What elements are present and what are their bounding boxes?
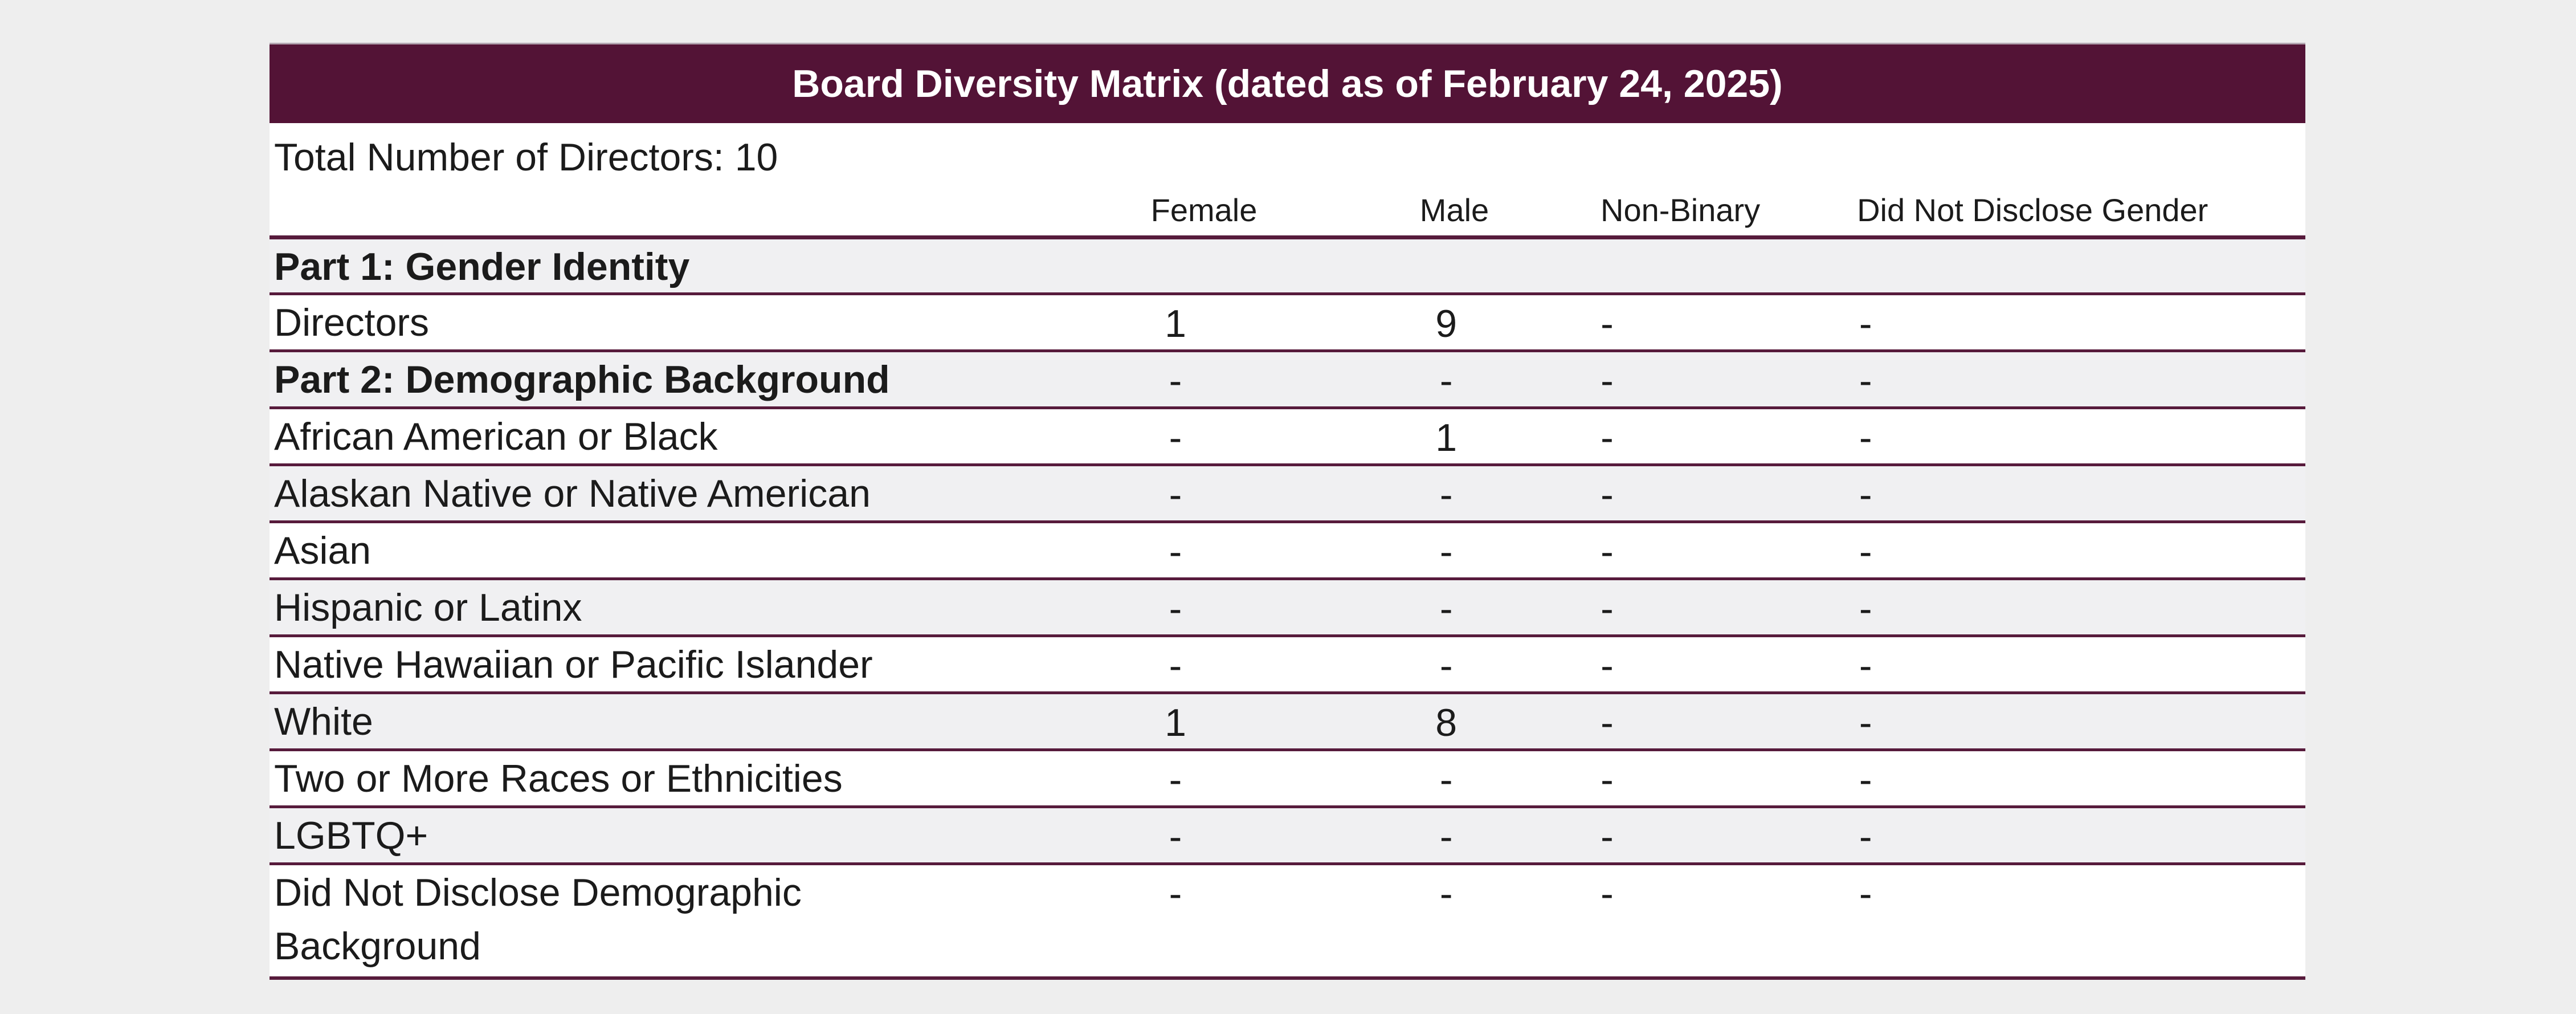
table-row: Two or More Races or Ethnicities - - - -: [270, 748, 2305, 805]
column-header: Female: [1150, 192, 1258, 228]
row-value: -: [1859, 359, 1872, 402]
row-value: -: [1601, 758, 1614, 801]
table-row: Part 1: Gender Identity: [270, 235, 2305, 292]
row-value: 1: [1435, 416, 1458, 459]
row-value: 1: [1165, 302, 1186, 345]
row-value: -: [1169, 587, 1182, 630]
row-value: -: [1601, 872, 1614, 915]
row-value: -: [1439, 815, 1453, 858]
row-value: -: [1169, 815, 1182, 858]
row-value: -: [1439, 473, 1453, 516]
row-value: -: [1169, 872, 1182, 915]
row-label: White: [274, 700, 373, 743]
row-label: Alaskan Native or Native American: [274, 472, 871, 515]
row-value: -: [1859, 815, 1872, 858]
row-value: -: [1859, 302, 1872, 345]
row-value: -: [1859, 587, 1872, 630]
row-value: -: [1859, 758, 1872, 801]
table-row: Asian - - - -: [270, 520, 2305, 577]
board-diversity-matrix: Board Diversity Matrix (dated as of Febr…: [270, 43, 2305, 980]
row-value: -: [1169, 416, 1182, 459]
row-label: Hispanic or Latinx: [274, 586, 582, 629]
row-value: -: [1601, 302, 1614, 345]
row-label: African American or Black: [274, 415, 718, 458]
row-value: -: [1859, 530, 1872, 573]
table-row: Hispanic or Latinx - - - -: [270, 577, 2305, 634]
row-value: -: [1859, 644, 1872, 687]
table-row: Native Hawaiian or Pacific Islander - - - -: [270, 634, 2305, 691]
row-label: Two or More Races or Ethnicities: [274, 757, 843, 800]
row-value: -: [1859, 473, 1872, 516]
row-value: -: [1601, 359, 1614, 402]
table-title-bar: Board Diversity Matrix (dated as of Febr…: [270, 43, 2305, 123]
row-value: 1: [1165, 701, 1186, 744]
row-label: Did Not Disclose Demographic Background: [274, 871, 802, 968]
row-label: LGBTQ+: [274, 814, 428, 857]
row-label: Part 1: Gender Identity: [274, 245, 690, 288]
row-value: -: [1601, 587, 1614, 630]
row-label: Asian: [274, 529, 372, 572]
table-title: Board Diversity Matrix (dated as of Febr…: [792, 62, 1783, 105]
row-value: -: [1439, 758, 1453, 801]
column-header: Did Not Disclose Gender: [1857, 192, 2208, 228]
column-header: Male: [1419, 192, 1489, 228]
row-value: -: [1169, 473, 1182, 516]
table-row: Part 2: Demographic Background - - - -: [270, 349, 2305, 406]
row-value: -: [1169, 359, 1182, 402]
row-value: 9: [1435, 302, 1458, 345]
row-value: -: [1859, 872, 1872, 915]
column-header: Non-Binary: [1601, 192, 1761, 228]
row-label: Directors: [274, 301, 430, 344]
table-row: White 1 8 - -: [270, 691, 2305, 748]
row-value: -: [1169, 644, 1182, 687]
row-value: -: [1601, 701, 1614, 744]
row-value: -: [1601, 473, 1614, 516]
table-content: Total Number of Directors: 10 Female Male…: [270, 123, 2305, 980]
table-row: Alaskan Native or Native American - - - -: [270, 463, 2305, 520]
row-value: -: [1169, 530, 1182, 573]
row-value: -: [1859, 701, 1872, 744]
table-row: Did Not Disclose Demographic Background -…: [270, 862, 2305, 976]
row-value: -: [1439, 359, 1453, 402]
row-value: -: [1859, 416, 1872, 459]
total-directors-label: Total Number of Directors: 10: [274, 136, 778, 179]
column-headers: Female Male Non-Binary Did Not Disclose Gen…: [270, 192, 2305, 235]
table-row: LGBTQ+ - - - -: [270, 805, 2305, 862]
row-value: 8: [1435, 701, 1458, 744]
row-value: -: [1169, 758, 1182, 801]
row-label: Part 2: Demographic Background: [274, 358, 890, 401]
table-row: Directors 1 9 - -: [270, 292, 2305, 349]
row-value: -: [1439, 644, 1453, 687]
row-value: -: [1601, 644, 1614, 687]
row-value: -: [1601, 815, 1614, 858]
table-row: African American or Black - 1 - -: [270, 406, 2305, 463]
table-body: Part 1: Gender Identity Directors 1 9- - Part…: [270, 235, 2305, 980]
row-value: -: [1601, 416, 1614, 459]
row-value: -: [1439, 872, 1453, 915]
row-value: -: [1439, 587, 1453, 630]
row-value: -: [1601, 530, 1614, 573]
row-label: Native Hawaiian or Pacific Islander: [274, 643, 873, 686]
row-value: -: [1439, 530, 1453, 573]
